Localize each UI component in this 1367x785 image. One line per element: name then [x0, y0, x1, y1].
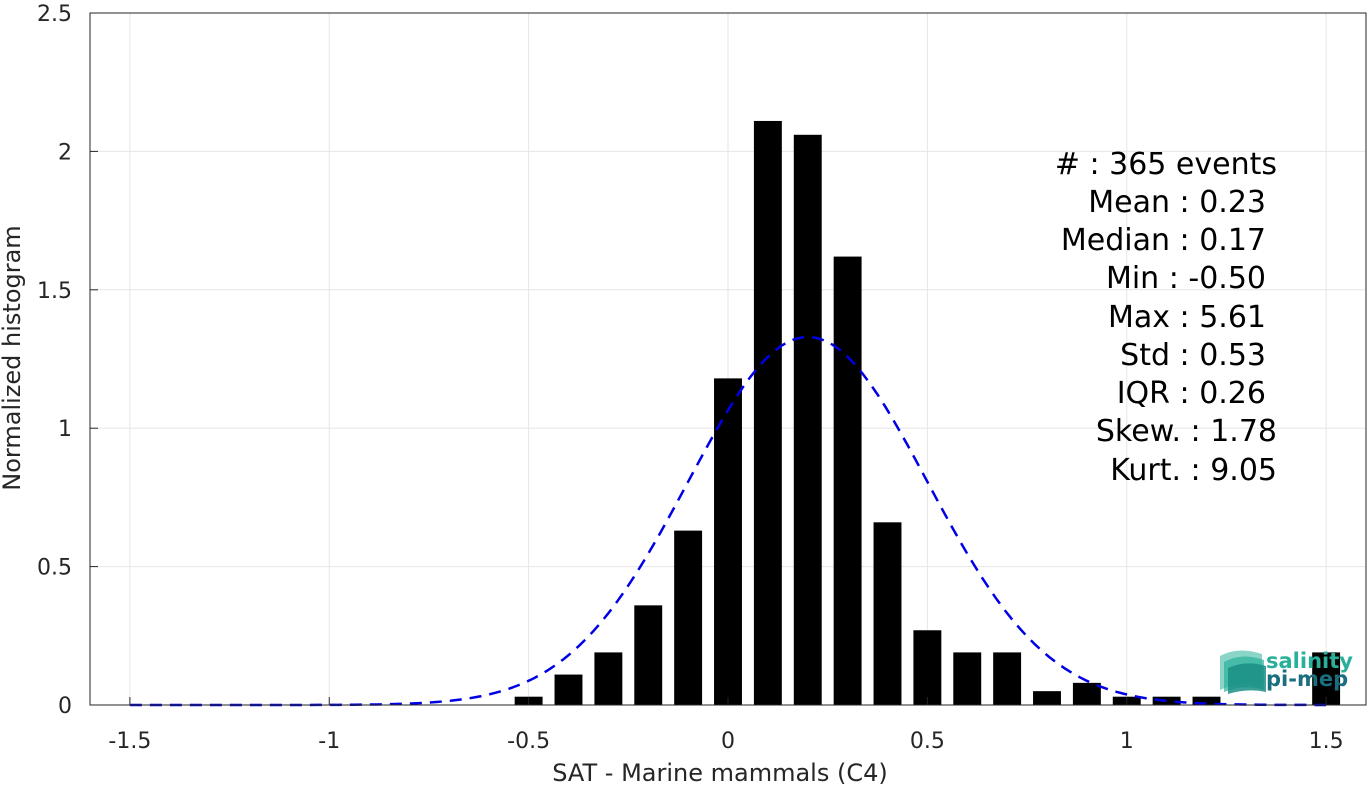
histogram-bar [993, 652, 1022, 705]
x-tick-labels: -1.5 -1 -0.5 0 0.5 1 1.5 [108, 729, 1343, 754]
histogram-bar [594, 652, 623, 705]
logo-emblem-icon [1220, 650, 1266, 694]
stat-median: Median : 0.17 [1061, 223, 1266, 258]
histogram-bar [714, 378, 742, 705]
histogram-bars [514, 120, 1341, 706]
histogram-bar [1033, 691, 1061, 705]
logo-line1: salinity [1266, 649, 1353, 673]
x-tick-label: -1.5 [108, 729, 151, 754]
x-tick-label: -0.5 [507, 729, 550, 754]
histogram-bar [873, 522, 902, 705]
logo-line2: pi-mep [1266, 667, 1348, 691]
histogram-bar [1312, 652, 1341, 705]
histogram-bar [1192, 696, 1221, 705]
x-tick-label: 1.5 [1309, 729, 1344, 754]
stat-max: Max : 5.61 [1108, 300, 1266, 335]
histogram-bar [913, 630, 942, 705]
stat-skew: Skew. : 1.78 [1096, 414, 1277, 449]
stat-kurt: Kurt. : 9.05 [1110, 453, 1277, 488]
x-tick-label: -1 [318, 729, 340, 754]
normal-fit-curve [129, 335, 1327, 707]
histogram-bar [634, 605, 663, 705]
y-tick-label: 0 [58, 694, 72, 719]
histogram-bar [1152, 696, 1181, 705]
y-tick-labels: 0 0.5 1 1.5 2 2.5 [37, 2, 72, 719]
stat-std: Std : 0.53 [1120, 338, 1266, 373]
stats-box: # : 365 events Mean : 0.23 Median : 0.17… [1055, 147, 1277, 488]
stat-mean: Mean : 0.23 [1088, 185, 1266, 220]
histogram-bar [953, 652, 982, 705]
y-tick-label: 1 [58, 417, 72, 442]
histogram-bar [753, 120, 782, 705]
axis-ticks [90, 12, 1327, 706]
histogram-bar [674, 530, 703, 705]
y-tick-label: 0.5 [37, 556, 72, 581]
stat-min: Min : -0.50 [1106, 261, 1266, 296]
histogram-bar [833, 256, 862, 705]
histogram-bar [554, 674, 583, 705]
salinity-pi-mep-logo: salinity pi-mep [1220, 649, 1353, 694]
x-axis-label: SAT - Marine mammals (C4) [552, 759, 887, 785]
stat-count: # : 365 events [1055, 147, 1277, 182]
y-tick-label: 1.5 [37, 279, 72, 304]
x-tick-label: 0 [721, 729, 735, 754]
stat-iqr: IQR : 0.26 [1117, 376, 1266, 411]
y-axis-label: Normalized histogram [0, 225, 26, 490]
x-tick-label: 1 [1120, 729, 1134, 754]
histogram-bar [1072, 682, 1101, 705]
y-tick-label: 2.5 [37, 2, 72, 27]
y-tick-label: 2 [58, 140, 72, 165]
histogram-bar [793, 134, 822, 706]
x-tick-label: 0.5 [910, 729, 945, 754]
